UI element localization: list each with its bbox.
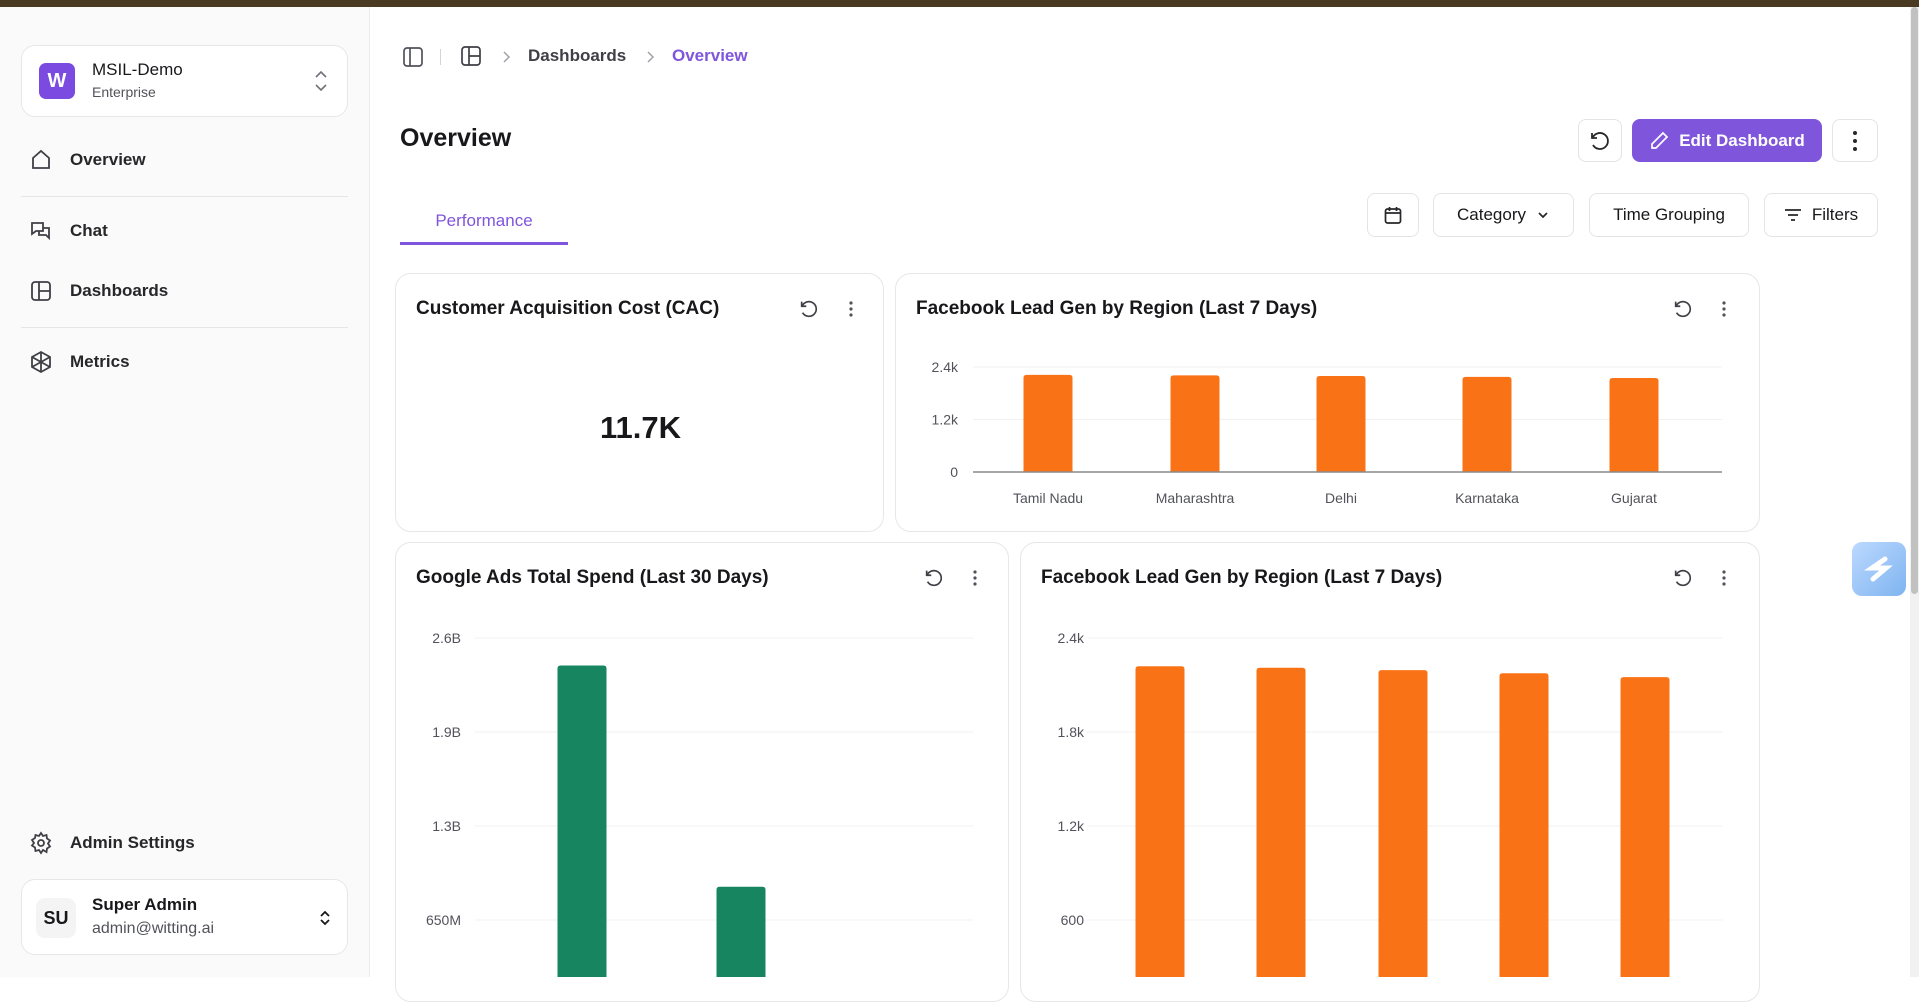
divider	[21, 327, 348, 328]
calendar-icon	[1384, 207, 1402, 224]
card-fb-lead-gen-bottom: Facebook Lead Gen by Region (Last 7 Days…	[1020, 542, 1760, 1002]
org-logo: W	[39, 63, 75, 99]
category-dropdown[interactable]: Category	[1433, 193, 1574, 237]
more-vertical-icon[interactable]	[848, 300, 854, 318]
user-menu[interactable]: SU Super Admin admin@witting.ai	[21, 879, 348, 955]
refresh-button[interactable]	[1578, 119, 1622, 162]
pencil-icon	[1651, 131, 1669, 149]
home-icon	[32, 149, 50, 169]
sidebar-item-dashboards[interactable]: Dashboards	[21, 269, 348, 313]
metrics-icon	[31, 350, 51, 374]
scrollbar-thumb[interactable]	[1911, 7, 1918, 594]
dashboard-icon	[31, 281, 51, 301]
refresh-icon	[1591, 131, 1609, 150]
tab-performance[interactable]: Performance	[435, 211, 533, 230]
tab-active-indicator	[400, 242, 568, 245]
more-options-button[interactable]	[1832, 119, 1878, 162]
refresh-icon[interactable]	[1672, 298, 1694, 320]
page-title: Overview	[400, 124, 512, 152]
chevron-right-icon	[503, 51, 511, 63]
refresh-icon[interactable]	[798, 298, 820, 320]
assistant-logo-icon	[1863, 556, 1893, 582]
more-vertical-icon[interactable]	[1721, 300, 1727, 318]
chat-icon	[31, 222, 50, 241]
chevron-right-icon	[647, 51, 655, 63]
assistant-widget-button[interactable]	[1852, 542, 1906, 596]
breadcrumb-current: Overview	[672, 46, 748, 65]
sidebar-item-label: Metrics	[70, 352, 130, 371]
org-plan: Enterprise	[92, 84, 156, 100]
card-fb-lead-gen-top: Facebook Lead Gen by Region (Last 7 Days…	[895, 273, 1760, 532]
admin-settings-link[interactable]: Admin Settings	[21, 821, 348, 865]
category-label: Category	[1457, 205, 1526, 224]
sidebar-item-label: Chat	[70, 221, 108, 240]
sidebar-item-metrics[interactable]: Metrics	[21, 340, 348, 384]
sidebar-toggle-icon[interactable]	[402, 46, 424, 68]
sidebar-item-overview[interactable]: Overview	[21, 138, 348, 182]
breadcrumb-dashboards[interactable]: Dashboards	[528, 46, 627, 65]
card-cac: Customer Acquisition Cost (CAC) 11.7K	[395, 273, 884, 532]
sidebar-item-chat[interactable]: Chat	[21, 209, 348, 253]
sidebar: W MSIL-Demo Enterprise Overview Chat Das…	[0, 7, 370, 977]
date-picker-button[interactable]	[1367, 193, 1419, 237]
refresh-icon[interactable]	[923, 567, 945, 589]
scrollbar-track[interactable]	[1910, 7, 1919, 977]
card-google-ads-spend: Google Ads Total Spend (Last 30 Days)	[395, 542, 1009, 1002]
card-title: Facebook Lead Gen by Region (Last 7 Days…	[916, 298, 1318, 319]
sidebar-item-label: Admin Settings	[70, 833, 195, 852]
gear-icon	[30, 831, 52, 855]
org-switcher[interactable]: W MSIL-Demo Enterprise	[21, 45, 348, 117]
avatar: SU	[36, 898, 76, 938]
filter-icon	[1784, 209, 1801, 221]
user-email: admin@witting.ai	[92, 920, 215, 937]
logo-letter: W	[47, 69, 67, 92]
filters-button[interactable]: Filters	[1764, 193, 1878, 237]
filters-label: Filters	[1811, 205, 1859, 224]
user-name: Super Admin	[92, 895, 198, 914]
window-top-bar	[0, 0, 1919, 7]
card-title: Customer Acquisition Cost (CAC)	[416, 298, 720, 319]
chevrons-up-down-icon	[315, 70, 327, 92]
time-grouping-button[interactable]: Time Grouping	[1589, 193, 1749, 237]
chevrons-up-down-icon	[320, 910, 330, 926]
cac-value: 11.7K	[599, 410, 681, 445]
card-title: Google Ads Total Spend (Last 30 Days)	[416, 567, 769, 588]
sidebar-item-label: Overview	[70, 150, 146, 169]
divider	[440, 49, 441, 65]
edit-dashboard-label: Edit Dashboard	[1679, 130, 1805, 150]
sidebar-item-label: Dashboards	[70, 281, 169, 300]
refresh-icon[interactable]	[1672, 567, 1694, 589]
org-name: MSIL-Demo	[92, 60, 183, 79]
card-title: Facebook Lead Gen by Region (Last 7 Days…	[1041, 567, 1443, 588]
time-grouping-label: Time Grouping	[1613, 205, 1725, 224]
dashboard-icon	[461, 46, 481, 66]
more-vertical-icon[interactable]	[972, 569, 978, 587]
edit-dashboard-button[interactable]: Edit Dashboard	[1632, 119, 1822, 162]
more-vertical-icon[interactable]	[1721, 569, 1727, 587]
divider	[21, 196, 348, 197]
more-vertical-icon	[1853, 130, 1857, 151]
chevron-down-icon	[1538, 212, 1548, 219]
